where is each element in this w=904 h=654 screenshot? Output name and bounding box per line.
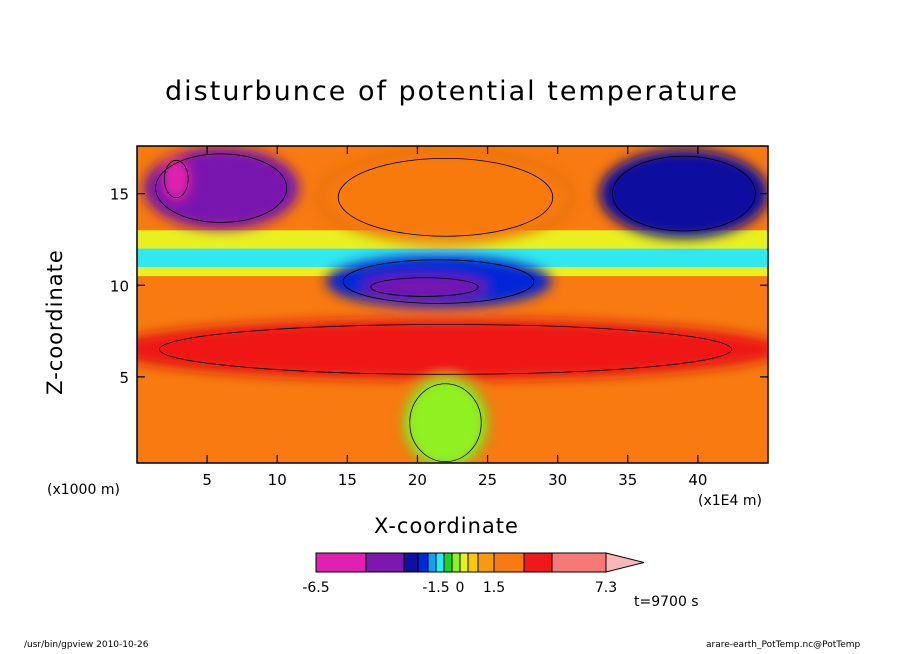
colorbar: -6.5 -1.5 0 1.5 7.3 bbox=[302, 552, 645, 596]
chart-title: disturbunce of potential temperature bbox=[165, 76, 739, 107]
colorbar-swatch bbox=[365, 552, 405, 573]
y-axis: 5 10 15 bbox=[110, 186, 768, 387]
colorbar-extend-arrow bbox=[605, 552, 645, 573]
colorbar-swatch bbox=[427, 552, 437, 573]
contour-line-5 bbox=[337, 157, 554, 237]
colorbar-swatch bbox=[403, 552, 419, 573]
y-axis-label: Z-coordinate bbox=[43, 249, 67, 395]
y-tick-label: 5 bbox=[119, 369, 129, 387]
colorbar-label: 1.5 bbox=[483, 580, 505, 596]
x-tick-label: 25 bbox=[478, 471, 497, 489]
contour-line-3 bbox=[342, 259, 535, 304]
x-axis: 5 10 15 20 25 30 35 40 bbox=[202, 146, 707, 489]
contour-line-2 bbox=[611, 155, 756, 232]
colorbar-swatch bbox=[493, 552, 525, 573]
y-tick-label: 15 bbox=[110, 186, 129, 204]
y-tick-label: 10 bbox=[110, 277, 129, 295]
footer-left: /usr/bin/gpview 2010-10-26 bbox=[24, 640, 149, 650]
plot-frame bbox=[136, 145, 769, 464]
colorbar-swatch bbox=[417, 552, 429, 573]
colorbar-swatch bbox=[443, 552, 453, 573]
colorbar-swatch bbox=[551, 552, 607, 573]
colorbar-label: -6.5 bbox=[302, 580, 329, 596]
field-feature-4 bbox=[360, 275, 489, 299]
footer-right: arare-earth_PotTemp.nc@PotTemp bbox=[706, 640, 861, 650]
field-feature-2 bbox=[599, 149, 768, 239]
contour-field bbox=[137, 146, 768, 463]
contour-line-1 bbox=[163, 159, 189, 199]
x-tick-label: 20 bbox=[408, 471, 427, 489]
x-unit-left: (x1000 m) bbox=[47, 482, 120, 498]
colorbar-swatch bbox=[467, 552, 479, 573]
field-feature-7 bbox=[402, 376, 489, 463]
colorbar-label: -1.5 bbox=[422, 580, 449, 596]
x-tick-label: 5 bbox=[202, 471, 212, 489]
field-feature-6 bbox=[137, 319, 768, 380]
field-feature-1 bbox=[161, 156, 191, 202]
x-tick-label: 10 bbox=[268, 471, 287, 489]
x-tick-label: 35 bbox=[618, 471, 637, 489]
x-tick-label: 15 bbox=[338, 471, 357, 489]
x-unit-right: (x1E4 m) bbox=[698, 493, 762, 509]
colorbar-swatch bbox=[451, 552, 461, 573]
field-feature-5 bbox=[318, 150, 573, 244]
colorbar-swatch bbox=[477, 552, 495, 573]
contour-line-7 bbox=[409, 383, 482, 463]
contour-line-0 bbox=[155, 153, 288, 223]
x-tick-label: 40 bbox=[688, 471, 707, 489]
x-axis-label: X-coordinate bbox=[374, 514, 519, 538]
colorbar-label: 0 bbox=[456, 580, 465, 596]
contour-line-4 bbox=[370, 277, 479, 297]
colorbar-swatch bbox=[435, 552, 445, 573]
colorbar-swatch bbox=[315, 552, 367, 573]
colorbar-swatch bbox=[459, 552, 469, 573]
time-label: t=9700 s bbox=[634, 594, 699, 610]
colorbar-swatch bbox=[523, 552, 553, 573]
contour-line-6 bbox=[159, 324, 732, 375]
colorbar-label: 7.3 bbox=[595, 580, 617, 596]
x-tick-label: 30 bbox=[548, 471, 567, 489]
